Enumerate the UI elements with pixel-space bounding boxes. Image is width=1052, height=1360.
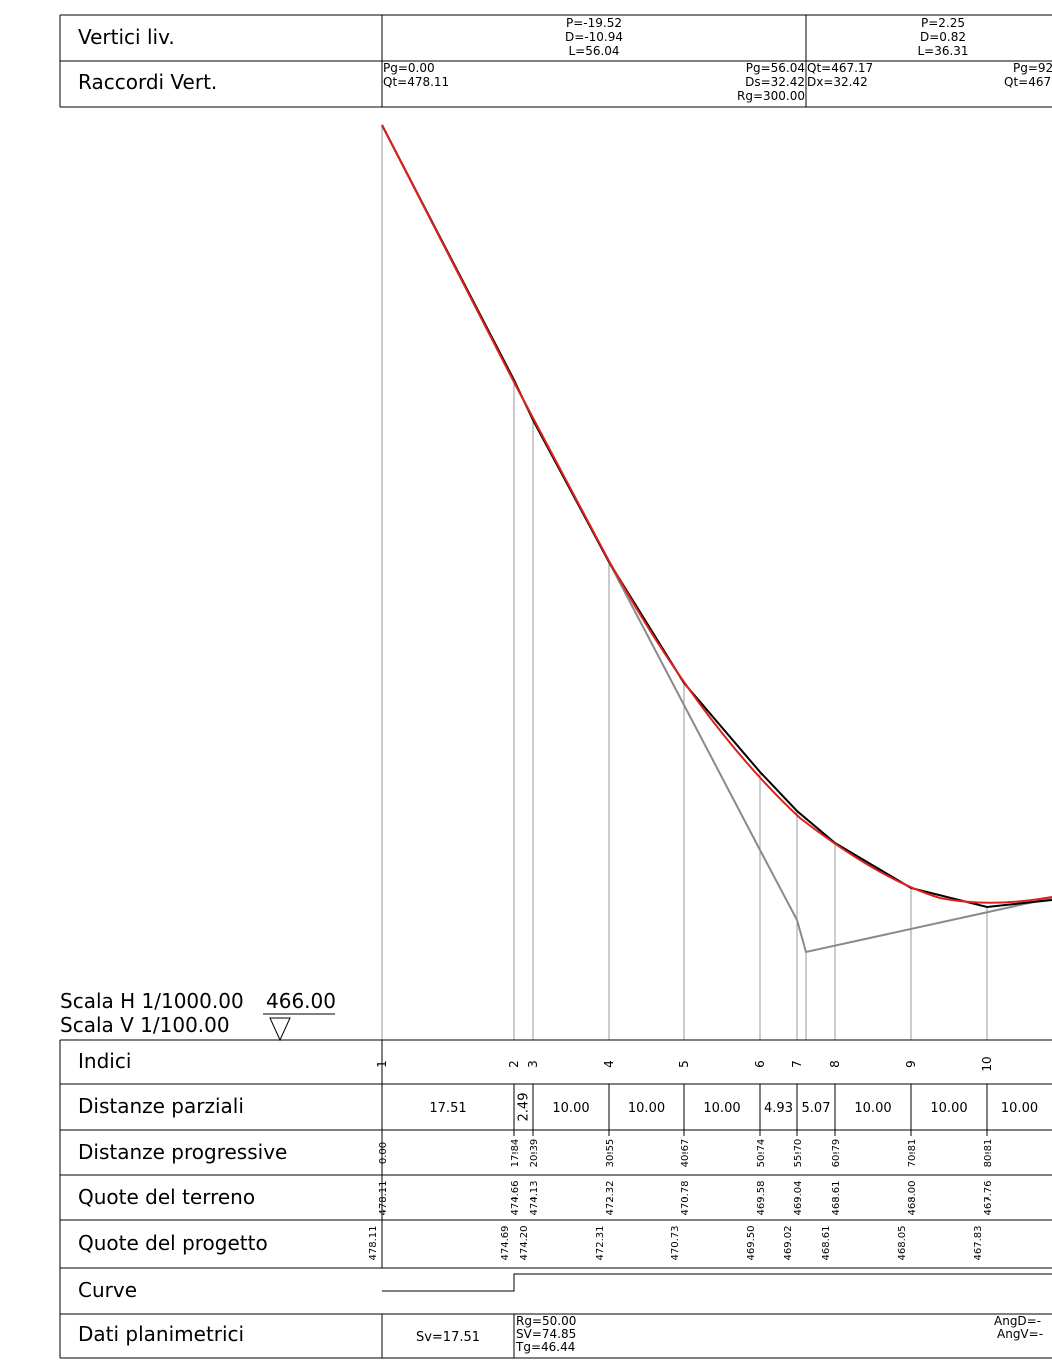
station-index-8: 8 — [828, 1060, 842, 1068]
project-elevation-8: 468.61 — [821, 1226, 832, 1261]
station-lines — [381, 125, 988, 1040]
partial-distance-1: 17.51 — [429, 1101, 466, 1116]
partial-distance-5: 10.00 — [703, 1101, 740, 1116]
project-elevation-2: 474.69 — [500, 1226, 511, 1261]
project-elevation-1: 478.11 — [368, 1226, 379, 1261]
vertex-1-d: D=-10.94 — [565, 30, 623, 44]
row-label-curve: Curve — [78, 1278, 137, 1302]
project-elevation-9: 468.05 — [897, 1226, 908, 1261]
station-index-4: 4 — [602, 1060, 616, 1068]
raccordi-mid-qt: Qt=467.17 — [807, 61, 873, 75]
partial-distance-7: 5.07 — [802, 1101, 831, 1116]
raccordi-mid-ds: Ds=32.42 — [745, 75, 805, 89]
partial-distance-10: 10.00 — [1001, 1101, 1038, 1116]
raccordi-mid-dx: Dx=32.42 — [807, 75, 868, 89]
row-label-distanze-parziali: Distanze parziali — [78, 1094, 244, 1118]
scale-h: Scala H 1/1000.00 — [60, 989, 244, 1013]
curve-diagram — [382, 1273, 1052, 1292]
planimetric-rg: Rg=50.00 — [516, 1314, 576, 1328]
project-elevation-10: 467.83 — [973, 1226, 984, 1261]
project-elevation-4: 472.31 — [595, 1226, 606, 1261]
row-label-dati-planimetrici: Dati planimetrici — [78, 1322, 244, 1346]
raccordi-start-pg: Pg=0.00 — [383, 61, 435, 75]
tangent-polygon — [381, 124, 1052, 954]
station-index-7: 7 — [790, 1060, 804, 1068]
project-elevation-6: 469.50 — [746, 1226, 757, 1261]
station-index-3: 3 — [526, 1060, 540, 1068]
station-index-5: 5 — [677, 1060, 691, 1068]
vertex-2-p: P=2.25 — [921, 16, 965, 30]
row-label-quote-terreno: Quote del terreno — [78, 1185, 255, 1209]
project-elevation-3: 474.20 — [519, 1226, 530, 1261]
progressive-distance-1: 0.00 — [378, 1142, 389, 1164]
partial-distance-6: 4.93 — [764, 1101, 793, 1116]
terrain-profile-line — [381, 124, 1052, 909]
vertex-1-p: P=-19.52 — [566, 16, 622, 30]
project-elevation-7: 469.02 — [783, 1226, 794, 1261]
bottom-table-grid — [59, 1039, 1052, 1359]
raccordi-mid-rg: Rg=300.00 — [737, 89, 805, 103]
partial-distance-2: 2.49 — [517, 1093, 532, 1122]
vertex-2-d: D=0.82 — [920, 30, 966, 44]
vertex-2-l: L=36.31 — [917, 44, 968, 58]
row-label-quote-progetto: Quote del progetto — [78, 1231, 268, 1255]
planimetric-angd: AngD=- — [994, 1314, 1041, 1328]
scale-v: Scala V 1/100.00 — [60, 1013, 230, 1037]
planimetric-sv-curve: SV=74.85 — [516, 1327, 576, 1341]
raccordi-start-qt: Qt=478.11 — [383, 75, 449, 89]
planimetric-tg: Tg=46.44 — [515, 1340, 575, 1354]
project-elevation-5: 470.73 — [670, 1226, 681, 1261]
vertex-1-l: L=56.04 — [568, 44, 619, 58]
partial-distance-3: 10.00 — [552, 1101, 589, 1116]
raccordi-end-pg: Pg=92 — [1013, 61, 1052, 75]
planimetric-angv: AngV=- — [997, 1327, 1043, 1341]
tick-marks — [513, 1130, 988, 1136]
station-index-6: 6 — [753, 1060, 767, 1068]
datum-triangle-icon — [269, 1017, 291, 1042]
row-label-indici: Indici — [78, 1049, 131, 1073]
raccordi-mid-pg: Pg=56.04 — [746, 61, 805, 75]
partial-distance-8: 10.00 — [854, 1101, 891, 1116]
datum-elevation: 466.00 — [266, 989, 336, 1013]
planimetric-sv: Sv=17.51 — [416, 1330, 480, 1345]
station-index-10: 10 — [980, 1056, 994, 1071]
row-label-distanze-progressive: Distanze progressive — [78, 1140, 287, 1164]
station-index-2: 2 — [507, 1060, 521, 1068]
station-index-9: 9 — [904, 1060, 918, 1068]
raccordi-end-qt: Qt=467 — [1004, 75, 1051, 89]
station-index-1: 1 — [375, 1060, 389, 1068]
terrain-elevation-1: 478.11 — [378, 1181, 389, 1216]
project-profile-line — [381, 124, 1052, 904]
partial-distance-9: 10.00 — [930, 1101, 967, 1116]
row-label-vertici: Vertici liv. — [78, 25, 175, 49]
partial-distance-4: 10.00 — [628, 1101, 665, 1116]
row-label-raccordi: Raccordi Vert. — [78, 70, 217, 94]
top-table — [59, 14, 1052, 108]
